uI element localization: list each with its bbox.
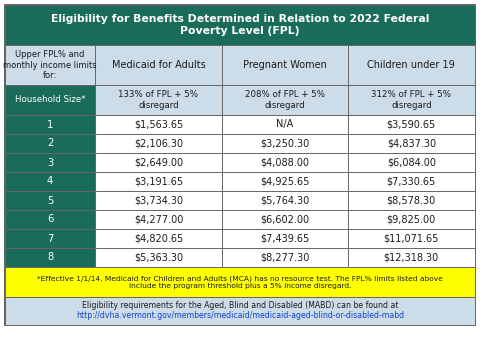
Text: 8: 8: [47, 252, 53, 263]
Text: 4: 4: [47, 176, 53, 187]
Text: 6: 6: [47, 215, 53, 224]
Bar: [222, 85, 348, 115]
Bar: [348, 115, 475, 134]
Text: $4,820.65: $4,820.65: [134, 234, 183, 243]
Bar: [5, 267, 475, 297]
Bar: [95, 248, 222, 267]
Text: 2: 2: [47, 139, 53, 148]
Bar: [222, 191, 348, 210]
Text: Eligibility for Benefits Determined in Relation to 2022 Federal
Poverty Level (F: Eligibility for Benefits Determined in R…: [51, 14, 429, 36]
Text: 1: 1: [47, 120, 53, 129]
Text: $7,330.65: $7,330.65: [387, 176, 436, 187]
Bar: [5, 5, 475, 45]
Bar: [348, 45, 475, 85]
Bar: [5, 297, 475, 325]
Text: $8,578.30: $8,578.30: [387, 195, 436, 206]
Text: 208% of FPL + 5%
disregard: 208% of FPL + 5% disregard: [245, 90, 325, 110]
Text: $4,837.30: $4,837.30: [387, 139, 436, 148]
Text: $2,106.30: $2,106.30: [134, 139, 183, 148]
Text: Medicaid for Adults: Medicaid for Adults: [111, 60, 205, 70]
Text: $3,590.65: $3,590.65: [387, 120, 436, 129]
Bar: [5, 191, 95, 210]
Text: $12,318.30: $12,318.30: [384, 252, 439, 263]
Bar: [95, 115, 222, 134]
Bar: [348, 134, 475, 153]
Text: $4,088.00: $4,088.00: [260, 158, 310, 168]
Text: $3,191.65: $3,191.65: [134, 176, 183, 187]
Text: $4,925.65: $4,925.65: [260, 176, 310, 187]
Text: $8,277.30: $8,277.30: [260, 252, 310, 263]
Bar: [95, 85, 222, 115]
Text: $1,563.65: $1,563.65: [134, 120, 183, 129]
Bar: [5, 153, 95, 172]
Bar: [348, 210, 475, 229]
Bar: [348, 172, 475, 191]
Bar: [222, 45, 348, 85]
Text: Eligibility requirements for the Aged, Blind and Disabled (MABD) can be found at: Eligibility requirements for the Aged, B…: [82, 301, 398, 311]
Bar: [95, 229, 222, 248]
Bar: [95, 45, 222, 85]
Bar: [95, 191, 222, 210]
Text: $7,439.65: $7,439.65: [260, 234, 310, 243]
Bar: [95, 153, 222, 172]
Text: $5,363.30: $5,363.30: [134, 252, 183, 263]
Bar: [5, 115, 95, 134]
Bar: [348, 153, 475, 172]
Text: $6,084.00: $6,084.00: [387, 158, 436, 168]
Text: $2,649.00: $2,649.00: [134, 158, 183, 168]
Text: $11,071.65: $11,071.65: [384, 234, 439, 243]
Bar: [5, 85, 95, 115]
Bar: [348, 85, 475, 115]
Bar: [348, 248, 475, 267]
Text: *Effective 1/1/14, Medicaid for Children and Adults (MCA) has no resource test. : *Effective 1/1/14, Medicaid for Children…: [37, 275, 443, 289]
Text: $4,277.00: $4,277.00: [134, 215, 183, 224]
Text: 133% of FPL + 5%
disregard: 133% of FPL + 5% disregard: [119, 90, 198, 110]
Text: $5,764.30: $5,764.30: [260, 195, 310, 206]
Bar: [222, 115, 348, 134]
Text: 5: 5: [47, 195, 53, 206]
Bar: [5, 210, 95, 229]
Bar: [5, 45, 95, 85]
Bar: [5, 172, 95, 191]
Text: $3,734.30: $3,734.30: [134, 195, 183, 206]
Text: N/A: N/A: [276, 120, 293, 129]
Text: Upper FPL% and
monthly income limits
for:: Upper FPL% and monthly income limits for…: [3, 50, 97, 80]
Bar: [222, 210, 348, 229]
Bar: [5, 134, 95, 153]
Bar: [5, 248, 95, 267]
Text: Pregnant Women: Pregnant Women: [243, 60, 327, 70]
Bar: [222, 248, 348, 267]
Bar: [222, 172, 348, 191]
Text: 7: 7: [47, 234, 53, 243]
Bar: [95, 134, 222, 153]
Text: $9,825.00: $9,825.00: [387, 215, 436, 224]
Bar: [95, 172, 222, 191]
Bar: [95, 210, 222, 229]
Bar: [5, 229, 95, 248]
Text: Children under 19: Children under 19: [368, 60, 455, 70]
Text: 312% of FPL + 5%
disregard: 312% of FPL + 5% disregard: [372, 90, 451, 110]
Text: http://dvha.vermont.gov/members/medicaid/medicaid-aged-blind-or-disabled-mabd: http://dvha.vermont.gov/members/medicaid…: [76, 312, 404, 320]
Text: Household Size*: Household Size*: [15, 96, 85, 104]
Bar: [222, 134, 348, 153]
Bar: [348, 191, 475, 210]
Bar: [348, 229, 475, 248]
Bar: [222, 153, 348, 172]
Bar: [222, 229, 348, 248]
Text: $6,602.00: $6,602.00: [260, 215, 310, 224]
Text: 3: 3: [47, 158, 53, 168]
Text: $3,250.30: $3,250.30: [260, 139, 310, 148]
